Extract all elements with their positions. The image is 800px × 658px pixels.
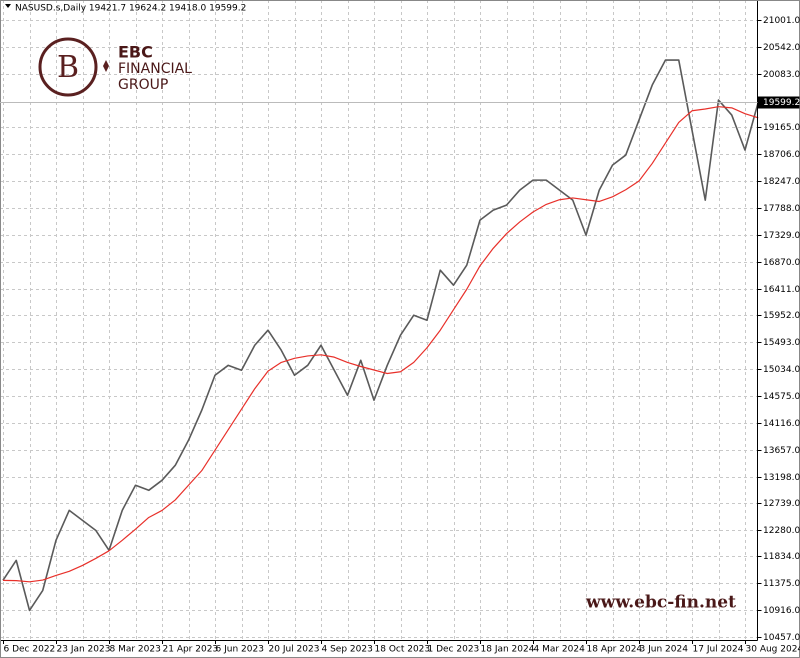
y-tick-label: 12739.0 — [763, 499, 800, 509]
y-tick-label: 11834.0 — [763, 552, 800, 562]
y-tick-label: 15952.0 — [763, 311, 800, 321]
x-tick-label: 18 Oct 2023 — [375, 645, 431, 655]
logo-line: FINANCIAL — [118, 61, 192, 77]
y-tick-label: 10916.0 — [763, 606, 800, 616]
y-tick-label: 13198.0 — [763, 473, 800, 483]
y-tick-label: 14575.0 — [763, 392, 800, 402]
y-tick-label: 20542.0 — [763, 43, 800, 53]
x-tick-label: 6 Jun 2023 — [216, 645, 264, 655]
y-tick-label: 18706.0 — [763, 150, 800, 160]
x-tick-label: 4 Mar 2024 — [534, 645, 586, 655]
x-tick-label: 30 Aug 2024 — [746, 645, 800, 655]
x-tick-label: 18 Jan 2024 — [481, 645, 535, 655]
x-tick-label: 6 Dec 2022 — [4, 645, 56, 655]
watermark-url: www.ebc-fin.net — [585, 593, 736, 613]
y-tick-label: 13657.0 — [763, 446, 800, 456]
y-tick-label: 20083.0 — [763, 70, 800, 80]
x-tick-label: 21 Apr 2023 — [163, 645, 219, 655]
logo-mark: B — [57, 50, 79, 85]
x-tick-label: 20 Jul 2023 — [269, 645, 320, 655]
grid — [0, 0, 758, 640]
y-tick-label: 15034.0 — [763, 365, 800, 375]
logo-line: GROUP — [118, 77, 168, 93]
price-line — [2, 59, 760, 612]
last-price-label: 19599.2 — [763, 98, 800, 108]
x-tick-label: 3 Jun 2024 — [640, 645, 689, 655]
x-tick-label: 1 Dec 2023 — [428, 645, 480, 655]
y-tick-label: 14116.0 — [763, 419, 800, 429]
y-tick-label: 11375.0 — [763, 579, 800, 589]
plot — [2, 59, 760, 612]
y-tick-label: 18247.0 — [763, 177, 800, 187]
menu-arrow — [5, 4, 11, 8]
y-tick-label: 15493.0 — [763, 338, 800, 348]
moving-average-line — [2, 106, 759, 583]
x-tick-label: 18 Apr 2024 — [587, 645, 643, 655]
logo: B EBC FINANCIAL GROUP — [38, 37, 192, 97]
x-tick-label: 4 Sep 2023 — [322, 645, 373, 655]
y-tick-label: 17329.0 — [763, 231, 800, 241]
chart-subtitle: NASUSD.s,Daily 19421.7 19624.2 19418.0 1… — [15, 4, 246, 14]
last-price-box — [757, 96, 800, 109]
x-tick-label: 8 Mar 2023 — [110, 645, 161, 655]
x-tick-label: 17 Jul 2024 — [693, 645, 744, 655]
y-tick-label: 17788.0 — [763, 204, 800, 214]
y-tick-label: 12280.0 — [763, 526, 800, 536]
y-tick-label: 21001.0 — [763, 16, 800, 26]
y-tick-label: 19165.0 — [763, 123, 800, 133]
y-tick-label: 16411.0 — [763, 285, 800, 295]
logo-star — [103, 60, 109, 72]
x-tick-label: 23 Jan 2023 — [57, 645, 111, 655]
y-tick-label: 16870.0 — [763, 258, 800, 268]
logo-brand: EBC — [118, 43, 153, 62]
y-tick-label: 10457.0 — [763, 633, 800, 643]
logo-ring — [38, 37, 98, 97]
